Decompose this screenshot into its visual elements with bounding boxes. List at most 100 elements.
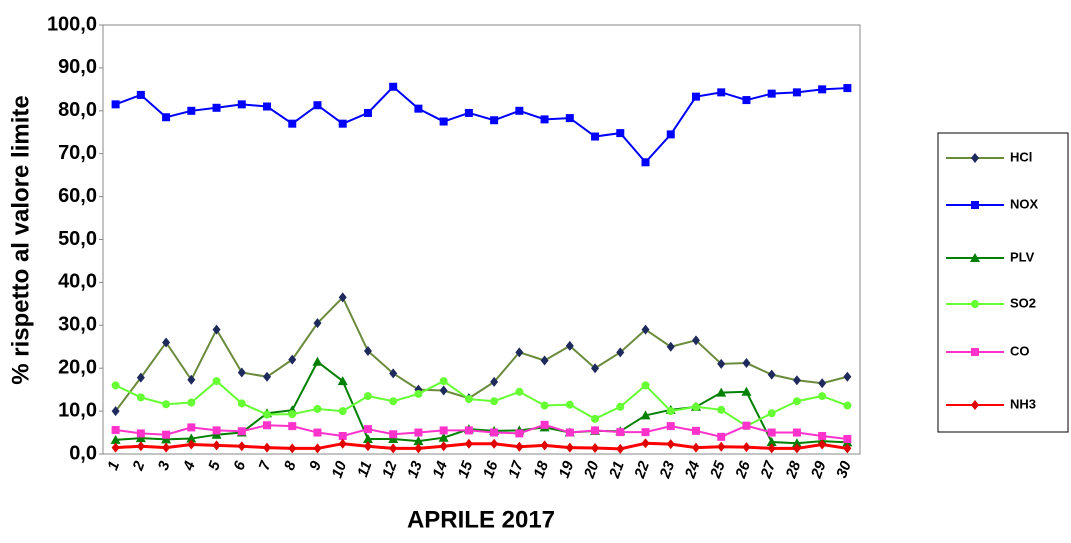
- x-tick-label: 19: [556, 458, 578, 480]
- data-point: [111, 406, 120, 417]
- data-point: [389, 82, 398, 91]
- data-point: [791, 438, 802, 448]
- data-point: [591, 132, 600, 141]
- data-point: [288, 443, 297, 454]
- data-point: [263, 421, 272, 430]
- data-point: [237, 399, 246, 408]
- data-point: [338, 292, 347, 303]
- y-tick-label: 100,0: [47, 13, 97, 35]
- data-point: [187, 439, 196, 450]
- data-point: [187, 398, 196, 407]
- data-point: [742, 96, 751, 105]
- x-tick-label: 9: [306, 458, 325, 472]
- data-point: [818, 85, 827, 94]
- series-line: [115, 423, 848, 440]
- data-point: [565, 114, 574, 123]
- data-point: [767, 428, 776, 437]
- x-tick-label: 29: [808, 458, 830, 481]
- data-point: [414, 428, 423, 437]
- data-point: [439, 426, 448, 435]
- series-line: [114, 295, 848, 412]
- data-point: [187, 374, 196, 385]
- data-point: [288, 354, 297, 365]
- y-tick-label: 40,0: [58, 271, 97, 293]
- data-point: [388, 433, 399, 443]
- data-point: [212, 324, 221, 335]
- y-tick-label: 10,0: [58, 399, 97, 421]
- series-line: [115, 360, 848, 445]
- data-point: [111, 442, 120, 453]
- y-tick-label: 30,0: [58, 314, 97, 336]
- data-point: [464, 108, 473, 117]
- data-point: [263, 102, 272, 111]
- data-point: [767, 369, 776, 380]
- data-point: [338, 431, 347, 440]
- data-point: [313, 443, 322, 454]
- data-point: [162, 400, 171, 409]
- data-point: [464, 438, 473, 449]
- data-point: [616, 347, 625, 358]
- data-point: [110, 434, 121, 444]
- legend-label: PLV: [1010, 249, 1035, 264]
- data-point: [363, 346, 372, 357]
- x-tick-label: 30: [833, 458, 855, 480]
- data-point: [515, 106, 524, 115]
- data-point: [288, 422, 297, 431]
- data-point: [515, 441, 524, 452]
- y-tick-label: 0,0: [69, 442, 97, 464]
- data-point: [591, 426, 600, 435]
- data-point: [792, 375, 801, 386]
- data-point: [464, 426, 473, 435]
- data-point: [666, 422, 675, 431]
- legend-label: NOX: [1010, 196, 1039, 211]
- series-line: [115, 379, 848, 428]
- x-tick-label: 27: [757, 458, 779, 481]
- x-tick-label: 20: [581, 458, 603, 481]
- data-point: [742, 358, 751, 369]
- y-tick-label: 20,0: [58, 356, 97, 378]
- x-tick-label: 1: [104, 459, 123, 473]
- data-point: [818, 378, 827, 389]
- data-point: [490, 397, 499, 406]
- legend-marker: [970, 253, 980, 262]
- x-tick-label: 4: [180, 458, 199, 473]
- data-point: [565, 442, 574, 453]
- legend-box: [937, 132, 1069, 433]
- data-point: [767, 89, 776, 98]
- x-tick-label: 18: [530, 458, 552, 480]
- data-point: [363, 392, 372, 401]
- data-point: [312, 356, 323, 366]
- x-tick-label: 12: [379, 458, 401, 480]
- data-point: [766, 436, 777, 446]
- data-point: [237, 367, 246, 378]
- data-point: [818, 431, 827, 440]
- data-point: [717, 432, 726, 441]
- x-tick-label: 17: [505, 458, 527, 480]
- data-point: [313, 318, 322, 329]
- data-point: [540, 115, 549, 124]
- data-point: [691, 335, 700, 346]
- data-point: [136, 441, 145, 452]
- data-point: [313, 404, 322, 413]
- data-point: [363, 108, 372, 117]
- data-point: [691, 92, 700, 101]
- data-point: [717, 441, 726, 452]
- data-point: [565, 400, 574, 409]
- data-point: [641, 158, 650, 167]
- data-point: [212, 440, 221, 451]
- x-tick-label: 13: [404, 458, 426, 480]
- data-point: [389, 397, 398, 406]
- data-point: [439, 385, 448, 396]
- x-tick-label: 28: [782, 458, 804, 481]
- data-point: [616, 129, 625, 138]
- data-point: [616, 402, 625, 411]
- x-axis-label: APRILE 2017: [407, 506, 555, 533]
- data-point: [540, 440, 549, 451]
- data-point: [616, 443, 625, 454]
- x-tick-label: 14: [429, 458, 451, 480]
- x-tick-label: 5: [205, 458, 224, 472]
- data-point: [616, 428, 625, 437]
- data-point: [515, 387, 524, 396]
- y-tick-label: 70,0: [58, 142, 97, 164]
- legend-marker: [971, 400, 979, 410]
